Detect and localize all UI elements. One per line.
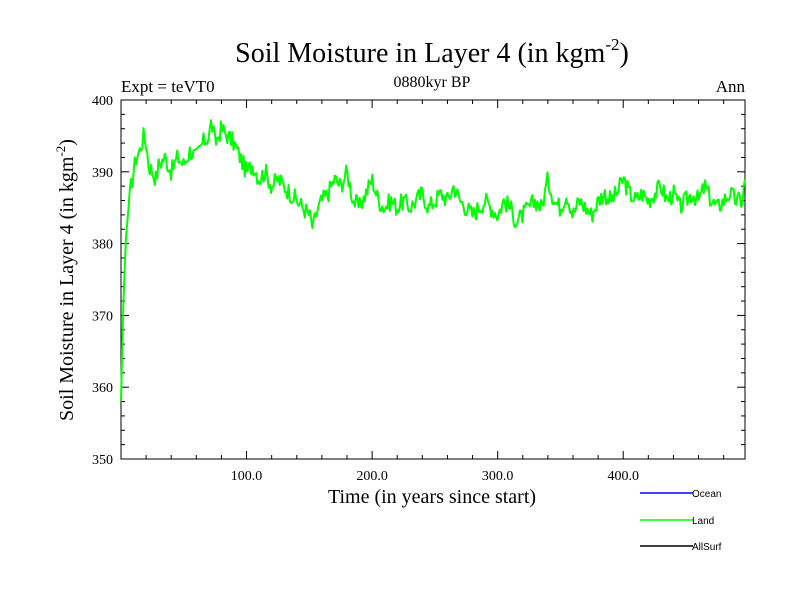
plot-frame xyxy=(120,99,746,460)
experiment-label: Expt = teVT0 xyxy=(121,77,215,96)
x-tick-label: 400.0 xyxy=(607,469,639,484)
y-tick-label: 380 xyxy=(92,238,113,253)
chart-title-main: Soil Moisture in Layer 4 (in kgm xyxy=(235,38,605,69)
legend-label-allsurf: AllSurf xyxy=(692,542,722,553)
x-tick-label: 300.0 xyxy=(482,469,514,484)
chart-title-close: ) xyxy=(620,38,629,69)
y-axis-label-main: Soil Moisture in Layer 4 (in kgm xyxy=(56,156,78,421)
x-tick-label: 200.0 xyxy=(356,469,388,484)
chart-subtitle: 0880kyr BP xyxy=(394,74,471,91)
chart-title-sup: -2 xyxy=(605,35,619,54)
legend: Ocean Land AllSurf xyxy=(640,489,722,553)
y-axis-label-sup: -2 xyxy=(53,146,68,157)
legend-label-land: Land xyxy=(692,516,714,527)
y-tick-label: 390 xyxy=(92,166,113,181)
y-axis-label: Soil Moisture in Layer 4 (in kgm-2) xyxy=(53,139,78,421)
x-tick-label: 100.0 xyxy=(231,469,263,484)
series-line-land xyxy=(120,119,746,402)
y-axis-label-close: ) xyxy=(56,139,78,146)
y-tick-label: 400 xyxy=(92,94,113,109)
series-layer xyxy=(120,119,746,402)
y-tick-label: 370 xyxy=(92,309,113,324)
x-axis-label: Time (in years since start) xyxy=(328,486,536,508)
y-ticks: 350 360 370 380 390 400 xyxy=(92,94,745,468)
legend-label-ocean: Ocean xyxy=(692,489,721,500)
y-tick-label: 360 xyxy=(92,381,113,396)
y-tick-label: 350 xyxy=(92,453,113,468)
chart-title: Soil Moisture in Layer 4 (in kgm-2) xyxy=(235,35,629,69)
season-label: Ann xyxy=(716,77,746,96)
x-ticks: 100.0 200.0 300.0 400.0 xyxy=(145,100,725,484)
